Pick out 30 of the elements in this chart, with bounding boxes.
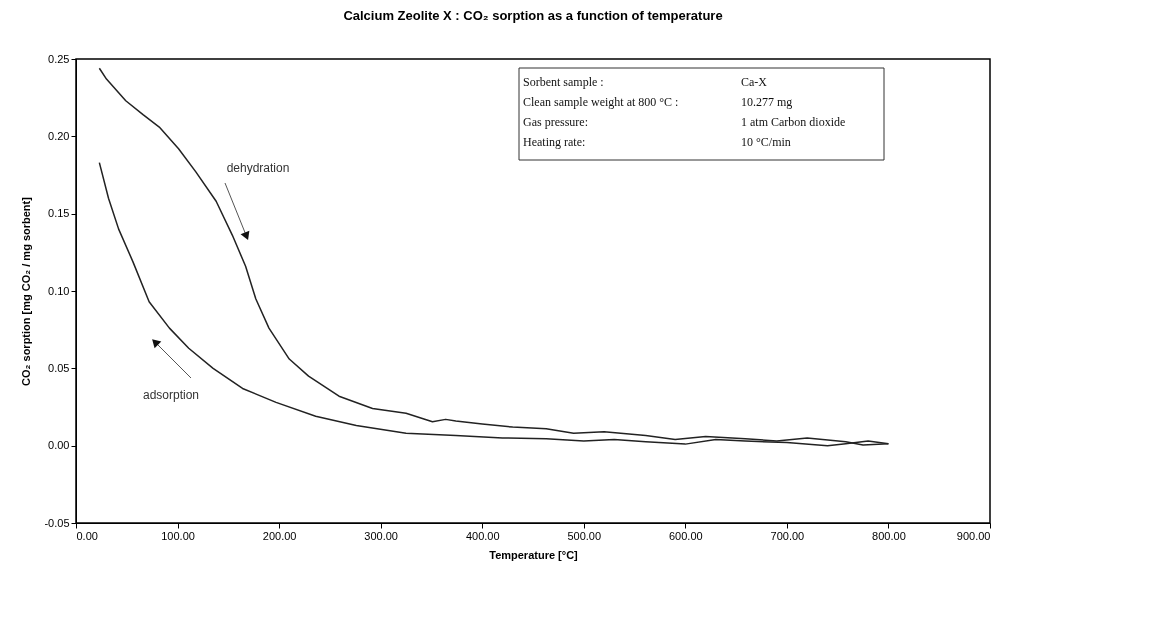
annotation: Gas pressure: <box>523 115 588 129</box>
annotation: 1 atm Carbon dioxide <box>741 115 846 129</box>
y-axis-title: CO₂ sorption [mg CO₂ / mg sorbent] <box>20 196 33 386</box>
x-tick-label: 500.00 <box>567 529 602 542</box>
x-tick-label: 200.00 <box>262 529 297 542</box>
annotation: dehydration <box>226 161 290 175</box>
annotation: adsorption <box>142 388 200 402</box>
chart-title: Calcium Zeolite X : CO₂ sorption as a function of temperature <box>343 8 723 23</box>
annotation: Heating rate: <box>523 135 586 149</box>
x-tick-label: 600.00 <box>669 529 703 542</box>
x-axis-title: Temperature [°C] <box>489 548 579 561</box>
x-tick-label: 300.00 <box>364 529 398 542</box>
x-tick-label: 400.00 <box>465 529 500 542</box>
x-tick-label: 100.00 <box>161 529 195 542</box>
y-tick-label: 0.00 <box>48 439 70 452</box>
annotation: 10 °C/min <box>741 135 791 149</box>
x-tick-label: 0.00 <box>76 529 98 542</box>
y-tick-label: 0.25 <box>48 52 70 65</box>
x-tick-label: 900.00 <box>956 529 991 542</box>
y-tick-label: 0.15 <box>48 207 70 220</box>
y-tick-label: -0.05 <box>44 516 70 529</box>
x-tick-label: 800.00 <box>872 529 906 542</box>
y-tick-label: 0.05 <box>48 361 70 374</box>
annotation: Clean sample weight at 800 °C : <box>523 95 679 109</box>
x-tick-label: 700.00 <box>770 529 805 542</box>
y-tick-label: 0.10 <box>48 284 70 297</box>
annotation: 10.277 mg <box>741 95 793 109</box>
annotation: Ca-X <box>741 75 768 89</box>
y-tick-label: 0.20 <box>48 129 70 142</box>
annotation: Sorbent sample : <box>523 75 604 89</box>
